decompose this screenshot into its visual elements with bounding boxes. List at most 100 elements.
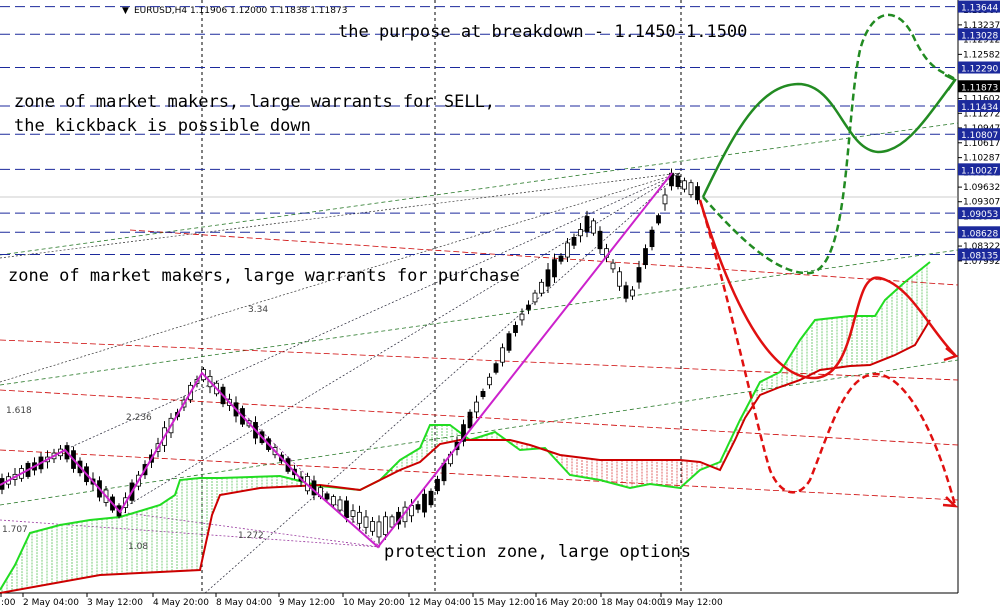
candle-body [643,248,648,266]
candle-body [649,229,655,248]
candle-body [539,281,544,294]
price-tick-label: 1.13237 [963,21,1000,31]
time-tick-label: 18 May 04:00 [601,598,663,608]
candle-body [487,376,492,386]
time-tick-label: 8 May 04:00 [216,598,272,608]
plot-area [0,0,958,593]
candle-body [623,285,629,299]
symbol-header: EURUSD,H4 1.11906 1.12000 1.11838 1.1187… [134,6,347,16]
annotation-buy-zone: zone of market makers, large warrants fo… [8,266,520,286]
candle-body [435,478,440,492]
annotation-sell-zone: zone of market makers, large warrants fo… [14,92,495,112]
level-label: 1.10807 [961,131,998,141]
candle-body [337,499,343,511]
ichimoku-cloud [0,261,931,594]
candle-body [591,220,596,234]
time-tick-label: 15 May 12:00 [473,598,535,608]
candle-body [552,259,557,278]
candle-body [474,401,479,413]
level-label-bg [958,61,1000,74]
candle-body [370,521,375,532]
level-label-bg [958,128,1000,141]
horizontal-levels [0,6,958,255]
candle-body [467,411,473,429]
candle-body [331,496,336,506]
candle-body [578,229,583,237]
level-label: 1.08135 [961,251,998,261]
time-tick-label: 12 May 04:00 [409,598,471,608]
candle-body [630,289,635,297]
price-tick-label: 1.11272 [963,109,1000,119]
candle-body [415,504,421,510]
candle-body [682,180,687,190]
candle-body [662,194,668,205]
annotation-kickback: the kickback is possible down [14,116,311,136]
level-label-bg [958,28,1000,41]
candle-body [506,333,512,351]
fib-label: 1.618 [6,406,32,416]
level-label-bg [958,226,1000,239]
price-tick-label: 1.09632 [963,183,1000,193]
candle-body [558,255,564,262]
candle-body [584,216,590,232]
candle-body [526,304,531,310]
time-axis: :00 2 May 04:00 3 May 12:00 4 May 20:00 8 Ma… [0,593,723,608]
candle-body [383,516,388,536]
level-label: 1.11434 [961,103,998,113]
level-label: 1.12290 [961,65,998,75]
fib-label: 1.272 [238,531,264,541]
candle-body [571,237,577,246]
price-tick-label: 1.07992 [963,257,1000,267]
senkou-span-a [0,261,931,591]
senkou-span-b [0,319,931,594]
level-label: 1.10027 [961,166,998,176]
candle-body [324,493,330,500]
level-label-bg [958,163,1000,176]
price-tick-label: 1.10617 [963,139,1000,149]
time-tick-label: 10 May 20:00 [343,598,405,608]
price-axis: 1.135671.132371.129121.125821.122571.119… [958,0,1000,267]
candle-body [532,292,538,303]
time-tick-label: 19 May 12:00 [661,598,723,608]
candle-body [344,500,349,519]
candle-body [428,490,434,506]
candle-body [519,313,525,321]
fib-label: 1.707 [2,525,28,535]
price-tick-label: 1.09307 [963,198,1000,208]
candle-body [389,516,395,528]
time-tick-label: 2 May 04:00 [23,598,79,608]
time-tick-label: 16 May 20:00 [536,598,598,608]
candle-body [350,510,356,517]
zigzag-line [0,172,673,549]
candle-body [376,521,382,538]
price-tick-label: 1.12582 [963,50,1000,60]
level-label: 1.08628 [961,229,998,239]
fib-label: 1.08 [128,542,148,552]
candle-body [688,182,694,196]
level-label: 1.13644 [961,4,998,14]
level-label-bg [958,248,1000,261]
level-label-bg [958,207,1000,220]
candle-body [357,511,362,524]
level-label-bg [958,0,1000,13]
candle-body [513,325,518,333]
time-tick-label: 3 May 12:00 [87,598,143,608]
fib-label: 3.34 [248,305,268,315]
price-tick-label: 1.11602 [963,94,1000,104]
candle-body [565,242,570,258]
time-tick-label: 9 May 12:00 [279,598,335,608]
price-tick-label: 1.10287 [963,154,1000,164]
candle-body [597,230,603,250]
candle-body [695,186,700,201]
candle-body [675,175,681,187]
candle-body [461,424,466,442]
level-label-bg [958,100,1000,113]
candle-body [610,262,616,270]
level-label: 1.09053 [961,210,998,220]
annotation-target: the purpose at breakdown - 1.1450-1.1500 [338,22,747,42]
candle-body [363,516,369,528]
candle-body [500,347,505,363]
candle-body [480,391,486,397]
